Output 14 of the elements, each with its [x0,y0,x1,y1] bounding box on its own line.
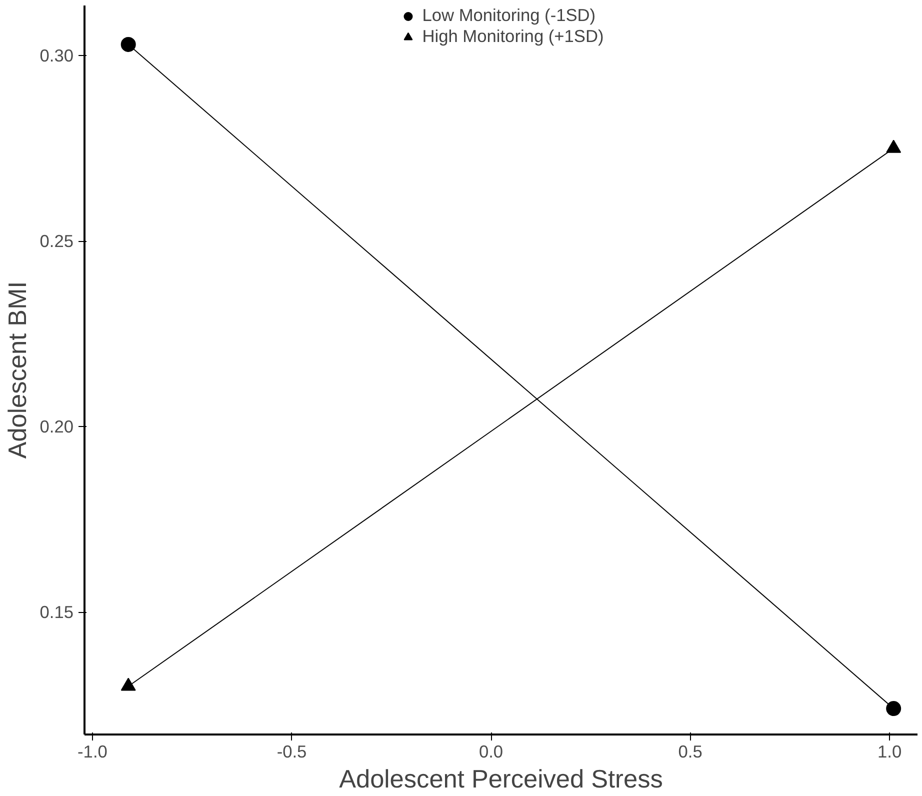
x-tick-label: 0.0 [478,742,504,762]
y-axis-title: Adolescent BMI [4,281,32,459]
legend-label: High Monitoring (+1SD) [422,26,604,47]
x-tick-label: -1.0 [78,742,108,762]
y-tick-label: 0.15 [40,602,74,622]
y-tick-label: 0.20 [40,416,74,437]
x-tick-label: 0.5 [678,742,702,762]
legend-label: Low Monitoring (-1SD) [422,5,596,26]
x-axis-title: Adolescent Perceived Stress [339,766,663,794]
x-tick-label: 1.0 [878,742,902,762]
x-tick-label: -0.5 [276,742,307,762]
y-tick-label: 0.30 [40,46,74,66]
point [120,36,136,52]
y-tick-label: 0.25 [40,231,74,252]
